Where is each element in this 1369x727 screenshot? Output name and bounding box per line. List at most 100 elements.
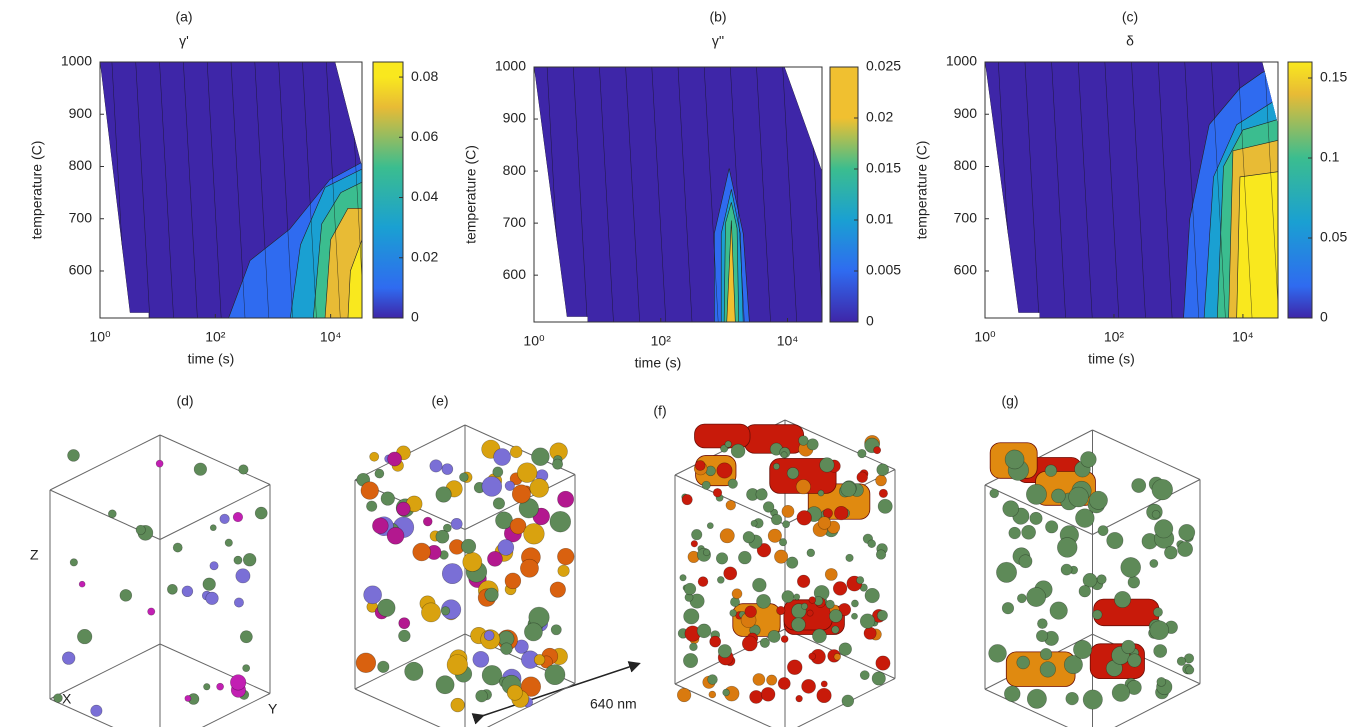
particle	[1114, 591, 1130, 607]
particle	[1002, 602, 1014, 614]
particle	[210, 525, 216, 531]
particle	[691, 529, 702, 540]
particle	[136, 525, 145, 534]
particle	[702, 481, 710, 489]
contours	[534, 67, 849, 322]
particle	[1122, 640, 1136, 654]
particle	[1107, 532, 1123, 548]
cube-edge	[355, 689, 465, 727]
particle	[1081, 452, 1097, 468]
particle	[1178, 542, 1193, 557]
colorbar-tick-label: 0	[866, 313, 874, 329]
x-axis-label: time (s)	[188, 351, 235, 367]
particle	[185, 695, 191, 701]
particle	[799, 436, 809, 446]
colorbar-tick-label: 0.06	[411, 128, 438, 144]
particle	[62, 652, 75, 665]
particle	[459, 473, 468, 482]
panel-label: (g)	[1001, 393, 1018, 409]
cube-edge	[160, 485, 270, 540]
chart-title: γ''	[712, 33, 724, 49]
particle	[1051, 489, 1065, 503]
cube-edge	[160, 644, 270, 694]
particle	[240, 631, 252, 643]
particle	[878, 499, 892, 513]
particle	[476, 690, 488, 702]
particle	[796, 695, 803, 702]
particle	[809, 653, 816, 660]
particle	[710, 636, 721, 647]
particle	[846, 554, 854, 562]
y-tick-label: 800	[503, 162, 527, 178]
particle	[234, 556, 242, 564]
particle	[756, 489, 767, 500]
particle	[782, 521, 789, 528]
particle	[397, 502, 411, 516]
particle	[512, 485, 530, 503]
particle	[485, 588, 499, 602]
contours	[100, 62, 388, 318]
panel-label: (e)	[431, 393, 448, 409]
particle	[551, 625, 561, 635]
particle	[1083, 690, 1102, 709]
particle	[684, 583, 696, 595]
particle	[797, 511, 812, 526]
particle	[370, 452, 379, 461]
particle	[782, 591, 794, 603]
particle	[802, 679, 816, 693]
particle	[725, 441, 732, 448]
particle	[405, 662, 423, 680]
particle	[794, 594, 800, 600]
particle	[1045, 521, 1057, 533]
particle	[781, 636, 788, 643]
particle	[552, 459, 562, 469]
particle	[1154, 520, 1172, 538]
particle	[1004, 686, 1020, 702]
particle	[832, 626, 840, 634]
particle	[557, 548, 574, 565]
particle	[807, 610, 813, 616]
particle	[1061, 564, 1072, 575]
colorbar-tick-label: 0.005	[866, 262, 901, 278]
particle	[206, 592, 219, 605]
particle	[91, 705, 102, 716]
particle	[708, 675, 718, 685]
particle	[865, 588, 879, 602]
y-axis-label: temperature (C)	[29, 141, 45, 240]
particle	[773, 463, 779, 469]
cube-edge	[160, 694, 270, 727]
particle	[717, 463, 732, 478]
particle	[818, 490, 824, 496]
particle	[684, 609, 699, 624]
panel-label: (d)	[176, 393, 193, 409]
particle	[820, 458, 835, 473]
particle	[413, 543, 431, 561]
particle	[441, 607, 450, 616]
y-tick-label: 1000	[495, 58, 526, 74]
axis-label: Z	[30, 547, 39, 563]
particle	[217, 683, 224, 690]
particle	[493, 498, 504, 509]
particle	[1009, 527, 1021, 539]
y-tick-label: 600	[503, 266, 527, 282]
particle	[545, 664, 565, 684]
colorbar-tick-label: 0.04	[411, 188, 438, 204]
particle	[858, 449, 867, 458]
contour-fill	[534, 67, 822, 322]
particle	[851, 600, 858, 607]
particle	[1017, 656, 1030, 669]
particle	[463, 552, 482, 571]
cube-edge	[50, 435, 160, 490]
x-tick-label: 10⁰	[974, 329, 996, 345]
particle	[695, 460, 705, 470]
particle	[501, 643, 513, 655]
particle	[70, 559, 77, 566]
particle	[494, 448, 511, 465]
particle	[682, 494, 692, 504]
particle	[680, 575, 686, 581]
particle	[436, 530, 449, 543]
particle	[1157, 677, 1166, 686]
colorbar-tick-label: 0.01	[866, 211, 893, 227]
particle	[703, 549, 710, 556]
cube-edge	[160, 435, 270, 485]
